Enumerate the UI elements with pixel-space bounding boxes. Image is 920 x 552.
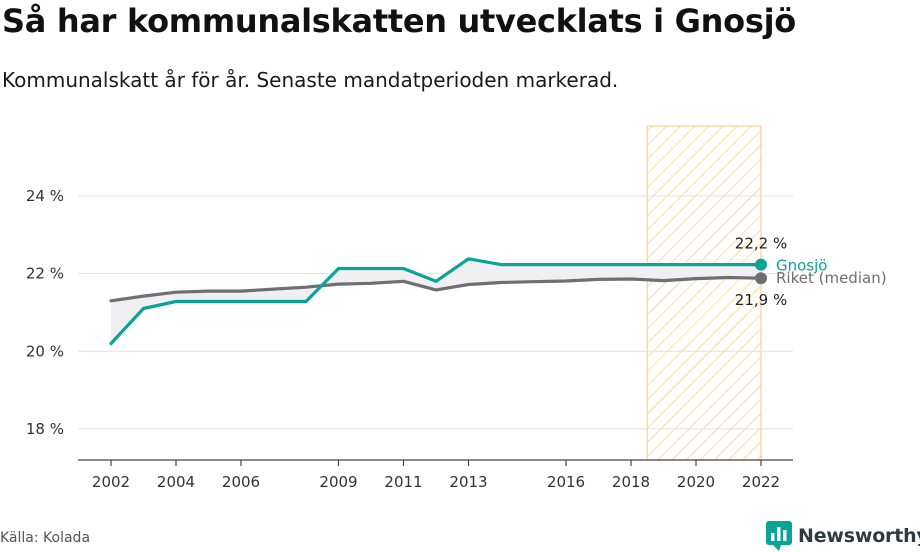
x-tick-label: 2002 <box>92 473 130 491</box>
series-line-riket <box>109 275 763 303</box>
x-tick-label: 2020 <box>677 473 715 491</box>
y-tick-label: 24 % <box>26 187 64 205</box>
brand-name: Newsworthy <box>798 525 920 547</box>
value-label-riket: 21,9 % <box>735 291 787 309</box>
newsworthy-logo-icon <box>766 521 792 551</box>
page-subtitle: Kommunalskatt år för år. Senaste mandatp… <box>2 68 619 92</box>
end-point-gnosjo <box>755 258 767 271</box>
x-tick-label: 2004 <box>157 473 195 491</box>
series-line-gnosjo <box>109 257 763 346</box>
x-tick-label: 2011 <box>384 473 422 491</box>
series-label-gnosjo: Gnosjö <box>776 257 827 275</box>
y-tick-label: 20 % <box>26 342 64 360</box>
x-tick-label: 2022 <box>742 473 780 491</box>
y-tick-label: 18 % <box>26 420 64 438</box>
x-tick-label: 2013 <box>449 473 487 491</box>
x-tick-label: 2016 <box>547 473 585 491</box>
brand-logo: Newsworthy <box>766 520 920 552</box>
x-tick-label: 2009 <box>319 473 357 491</box>
end-point-riket <box>755 272 767 285</box>
value-label-gnosjo: 22,2 % <box>735 235 787 253</box>
x-tick-label: 2018 <box>612 473 650 491</box>
x-tick-label: 2006 <box>222 473 260 491</box>
series-label-riket: Riket (median) <box>776 269 887 287</box>
source-note: Källa: Kolada <box>0 530 91 546</box>
page-title: Så har kommunalskatten utvecklats i Gnos… <box>2 2 796 40</box>
y-tick-label: 22 % <box>26 265 64 283</box>
